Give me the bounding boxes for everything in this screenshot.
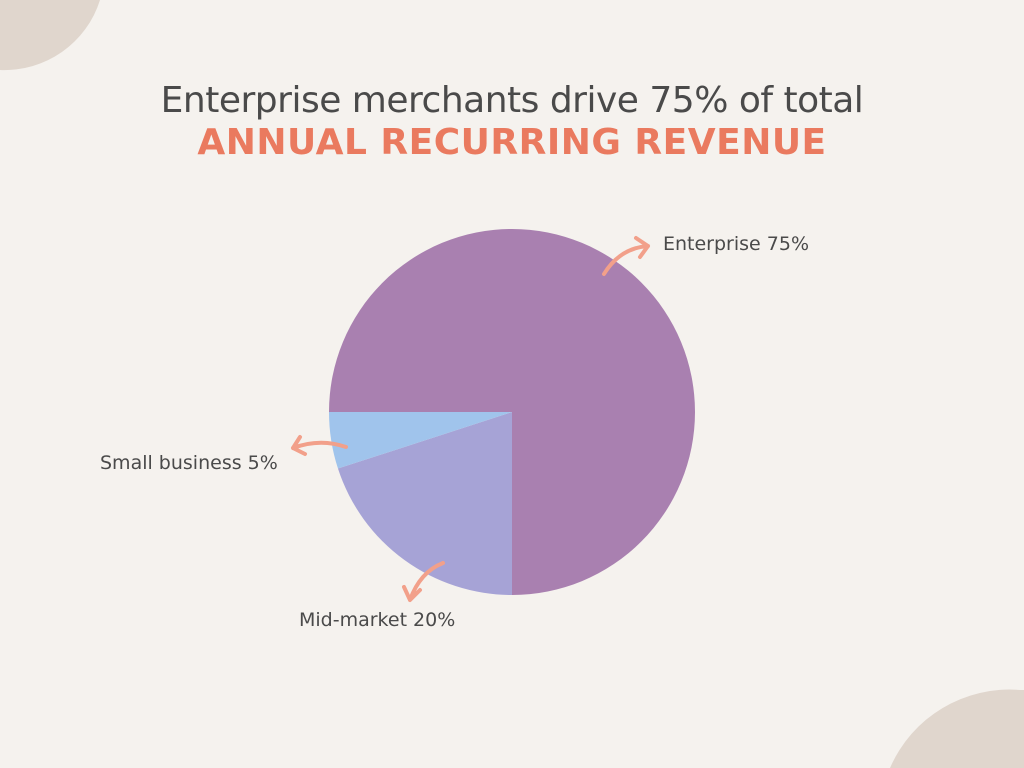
- annotation-arrows: [291, 236, 650, 602]
- label-mid-market: Mid-market 20%: [299, 609, 455, 631]
- label-small-business: Small business 5%: [100, 452, 278, 474]
- pie-slice-mid-market: [337, 412, 512, 595]
- pie-slice-small-business: [329, 412, 512, 469]
- chart-subtitle: ANNUAL RECURRING REVENUE: [197, 122, 827, 163]
- chart-title: Enterprise merchants drive 75% of total: [160, 80, 864, 121]
- decorative-corner-circle: [0, 0, 100, 71]
- arrow-small-business: [291, 435, 348, 456]
- arrow-enterprise: [602, 236, 650, 276]
- decorative-corner-circle: [890, 689, 1024, 768]
- arrow-mid-market: [402, 561, 445, 602]
- label-enterprise: Enterprise 75%: [663, 233, 809, 255]
